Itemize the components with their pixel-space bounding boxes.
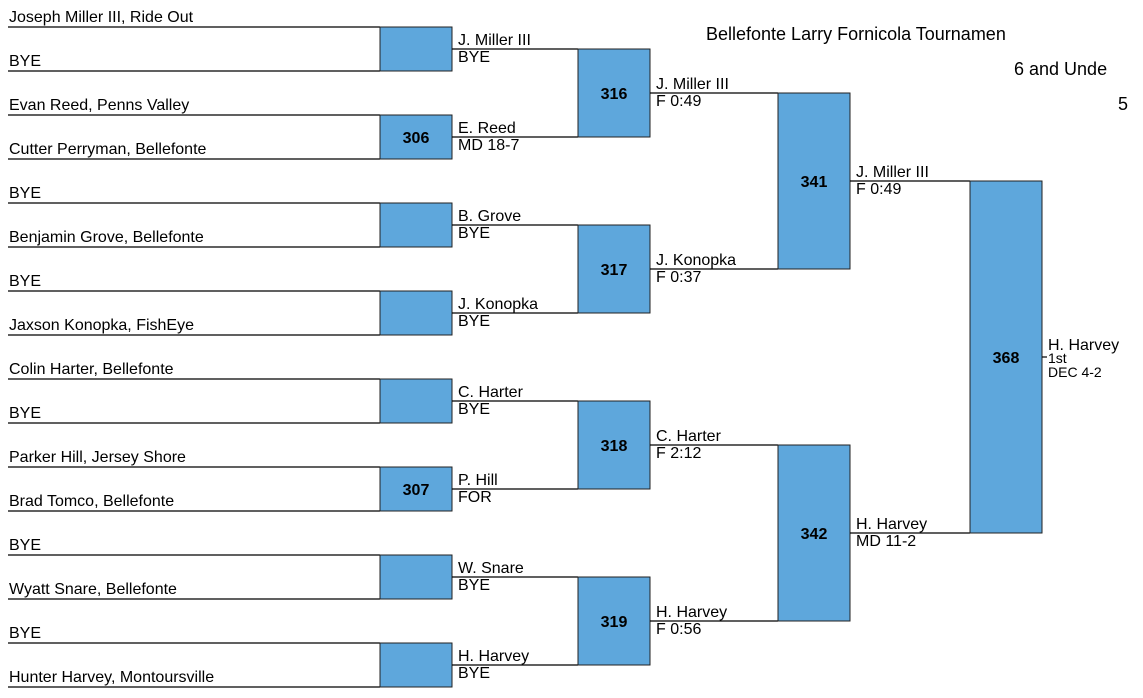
- bout-box: [379, 642, 453, 688]
- winner-name: H. Harvey: [458, 648, 529, 665]
- entrant-name: Parker Hill, Jersey Shore: [9, 449, 186, 466]
- title-line: Bellefonte Larry Fornicola Tournamen: [706, 24, 1006, 44]
- entrant-name: BYE: [9, 185, 41, 202]
- entrant-name: BYE: [9, 53, 41, 70]
- entrant-name: BYE: [9, 405, 41, 422]
- bout-result: F 0:56: [656, 621, 701, 638]
- bout-number: 317: [601, 262, 628, 279]
- bout-box: [379, 26, 453, 72]
- entrant-name: BYE: [9, 625, 41, 642]
- bout-box: [577, 48, 651, 138]
- bout-number: 342: [801, 526, 828, 543]
- bout-box: [379, 290, 453, 336]
- winner-name: H. Harvey: [656, 604, 727, 621]
- title-line: 6 and Unde: [1014, 59, 1107, 79]
- bout-result: BYE: [458, 665, 490, 682]
- bout-result: DEC 4-2: [1048, 364, 1102, 380]
- bout-result: F 0:37: [656, 269, 701, 286]
- bout-box: [379, 554, 453, 600]
- bout-result: BYE: [458, 401, 490, 418]
- bout-number: 341: [801, 174, 828, 191]
- winner-name: C. Harter: [458, 384, 524, 401]
- bout-result: MD 11-2: [856, 533, 916, 550]
- bout-box: [577, 224, 651, 314]
- entrant-name: Cutter Perryman, Bellefonte: [9, 141, 207, 158]
- bout-box: [777, 92, 851, 270]
- bout-result: BYE: [458, 313, 490, 330]
- bout-result: MD 18-7: [458, 137, 519, 154]
- entrant-name: Hunter Harvey, Montoursville: [9, 669, 214, 686]
- bout-box: [379, 202, 453, 248]
- bout-box: [379, 114, 453, 160]
- title-line: 5: [1118, 94, 1128, 114]
- bout-number: 316: [601, 86, 628, 103]
- winner-name: B. Grove: [458, 208, 521, 225]
- bout-result: F 0:49: [656, 93, 701, 110]
- bout-number: 307: [403, 482, 430, 499]
- bout-box: [577, 576, 651, 666]
- bout-result: F 2:12: [656, 445, 701, 462]
- entrant-name: Wyatt Snare, Bellefonte: [9, 581, 177, 598]
- winner-name: H. Harvey: [1048, 337, 1119, 354]
- winner-name: H. Harvey: [856, 516, 927, 533]
- winner-name: E. Reed: [458, 120, 516, 137]
- winner-name: J. Miller III: [656, 76, 729, 93]
- bout-result: BYE: [458, 49, 490, 66]
- bout-result: BYE: [458, 225, 490, 242]
- bout-result: F 0:49: [856, 181, 901, 198]
- winner-name: J. Konopka: [458, 296, 538, 313]
- winner-name: J. Miller III: [458, 32, 531, 49]
- entrant-name: Brad Tomco, Bellefonte: [9, 493, 174, 510]
- bout-number: 319: [601, 614, 628, 631]
- winner-name: C. Harter: [656, 428, 722, 445]
- bout-number: 306: [403, 130, 430, 147]
- winner-name: J. Konopka: [656, 252, 736, 269]
- entrant-name: BYE: [9, 537, 41, 554]
- bout-result: FOR: [458, 489, 492, 506]
- entrant-name: Benjamin Grove, Bellefonte: [9, 229, 204, 246]
- bout-box: [777, 444, 851, 622]
- bout-number: 368: [993, 350, 1020, 367]
- winner-name: J. Miller III: [856, 164, 929, 181]
- bout-number: 318: [601, 438, 628, 455]
- entrant-name: Jaxson Konopka, FishEye: [9, 317, 194, 334]
- bout-result: BYE: [458, 577, 490, 594]
- entrant-name: Joseph Miller III, Ride Out: [9, 9, 194, 26]
- winner-name: W. Snare: [458, 560, 524, 577]
- entrant-name: Evan Reed, Penns Valley: [9, 97, 189, 114]
- entrant-name: Colin Harter, Bellefonte: [9, 361, 174, 378]
- entrant-name: BYE: [9, 273, 41, 290]
- winner-name: P. Hill: [458, 472, 498, 489]
- bout-box: [379, 378, 453, 424]
- place: 1st: [1048, 350, 1067, 366]
